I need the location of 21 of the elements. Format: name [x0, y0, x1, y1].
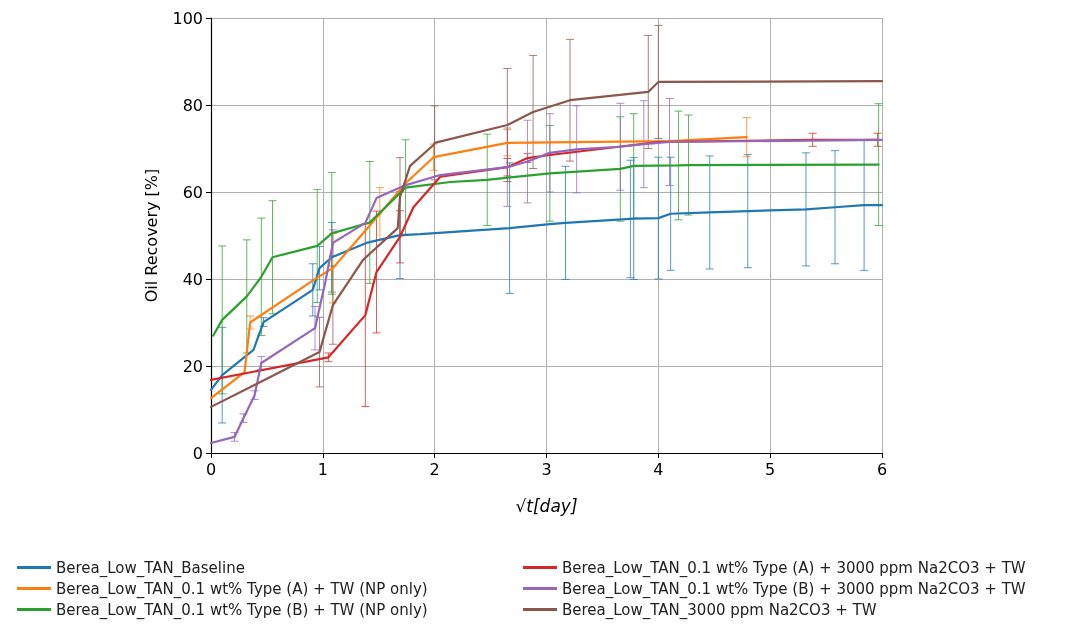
x-tick-label: 2 — [429, 459, 440, 479]
y-tick-label: 0 — [192, 443, 203, 463]
y-tick-label: 40 — [182, 269, 203, 289]
legend-label: Berea_Low_TAN_0.1 wt% Type (B) + TW (NP only) — [56, 600, 428, 620]
y-tick-label: 20 — [182, 356, 203, 376]
legend-label: Berea_Low_TAN_3000 ppm Na2CO3 + TW — [562, 600, 877, 620]
x-axis-title: √t[day] — [515, 495, 578, 516]
x-tick-label: 0 — [205, 459, 217, 479]
legend-label: Berea_Low_TAN_0.1 wt% Type (A) + TW (NP only) — [56, 579, 428, 599]
x-tick-label: 6 — [876, 459, 888, 479]
legend-label: Berea_Low_TAN_0.1 wt% Type (A) + 3000 ppm Na2CO3 + TW — [562, 558, 1026, 578]
y-tick-label: 80 — [182, 95, 203, 115]
x-tick-label: 5 — [765, 459, 776, 479]
legend-label: Berea_Low_TAN_Baseline — [56, 558, 245, 578]
x-tick-label: 1 — [317, 459, 328, 479]
y-tick-label: 100 — [172, 8, 203, 28]
legend-label: Berea_Low_TAN_0.1 wt% Type (B) + 3000 ppm Na2CO3 + TW — [562, 579, 1026, 599]
y-axis-title: Oil Recovery [%] — [141, 168, 161, 303]
x-tick-label: 4 — [653, 459, 664, 479]
x-tick-label: 3 — [541, 459, 552, 479]
y-tick-label: 60 — [182, 182, 203, 202]
